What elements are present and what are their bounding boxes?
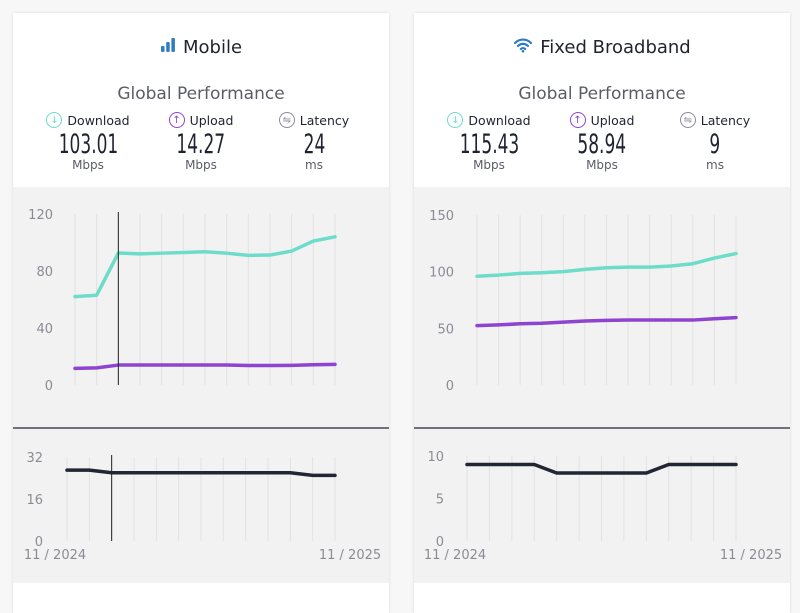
metric-value: 14.27: [176, 129, 226, 160]
upload-icon: ↑: [569, 112, 586, 128]
metric-download: ↓ Download 103.01 Mbps: [33, 112, 143, 172]
signal-bars-icon: [160, 37, 176, 58]
metric-latency: ⇋ Latency 9 ms: [660, 112, 770, 172]
metric-unit: Mbps: [72, 158, 104, 172]
y-tick-label: 10: [427, 450, 444, 465]
panel-title: Fixed Broadband: [414, 37, 790, 58]
metric-label: Latency: [700, 112, 751, 128]
wifi-icon: [513, 37, 533, 58]
x-tick-label: 11 / 2024: [424, 548, 486, 563]
latency-icon: ⇋: [679, 112, 696, 128]
metric-label: Download: [67, 112, 130, 128]
x-tick-label: 11 / 2024: [24, 548, 86, 563]
metric-label: Download: [468, 112, 531, 128]
metric-upload: ↑ Upload 58.94 Mbps: [547, 112, 657, 172]
y-tick-label: 16: [26, 493, 43, 508]
charts-area: 0 50 100 150 0 5 10 11 / 2024 11 / 2025: [414, 187, 790, 583]
metric-unit: ms: [305, 158, 323, 172]
y-tick-label: 0: [436, 535, 444, 550]
latency-icon: ⇋: [278, 112, 295, 128]
y-tick-label: 0: [446, 379, 454, 394]
y-tick-label: 32: [26, 451, 43, 466]
y-tick-label: 100: [429, 266, 454, 281]
metric-label: Latency: [299, 112, 350, 128]
y-tick-label: 80: [36, 265, 53, 280]
metric-value: 24: [303, 129, 325, 160]
panel-subtitle: Global Performance: [117, 84, 285, 104]
fixed-broadband-panel: Fixed Broadband Global Performance ↓ Down…: [414, 13, 790, 613]
charts-area: 0 40 80 120 0 16 32 11 / 2024 11 / 2025: [13, 187, 389, 583]
y-tick-label: 5: [436, 493, 444, 508]
download-icon: ↓: [447, 112, 464, 128]
y-tick-label: 50: [437, 322, 454, 337]
y-tick-label: 150: [429, 209, 454, 224]
x-tick-label: 11 / 2025: [319, 548, 381, 563]
metric-latency: ⇋ Latency 24 ms: [259, 112, 369, 172]
metric-value: 115.43: [459, 129, 519, 160]
panel-subtitle: Global Performance: [518, 84, 686, 104]
metric-unit: Mbps: [473, 158, 505, 172]
metric-download: ↓ Download 115.43 Mbps: [434, 112, 544, 172]
metric-unit: Mbps: [185, 158, 217, 172]
panel-title: Mobile: [13, 37, 389, 58]
y-tick-label: 120: [28, 208, 53, 223]
x-tick-label: 11 / 2025: [720, 548, 782, 563]
y-tick-label: 0: [35, 535, 43, 550]
upload-icon: ↑: [168, 112, 185, 128]
metric-unit: Mbps: [586, 158, 618, 172]
metric-value: 58.94: [577, 129, 627, 160]
metric-value: 103.01: [58, 129, 118, 160]
download-line: [475, 251, 738, 278]
latency-line: [465, 462, 738, 475]
metric-unit: ms: [706, 158, 724, 172]
download-icon: ↓: [46, 112, 63, 128]
metric-label: Upload: [590, 112, 635, 128]
metric-value: 9: [709, 129, 721, 160]
y-tick-label: 0: [45, 379, 53, 394]
mobile-panel: Mobile Global Performance ↓ Download 103.…: [13, 13, 389, 613]
metric-upload: ↑ Upload 14.27 Mbps: [146, 112, 256, 172]
metric-label: Upload: [189, 112, 234, 128]
upload-line: [475, 315, 738, 328]
y-tick-label: 40: [36, 322, 53, 337]
